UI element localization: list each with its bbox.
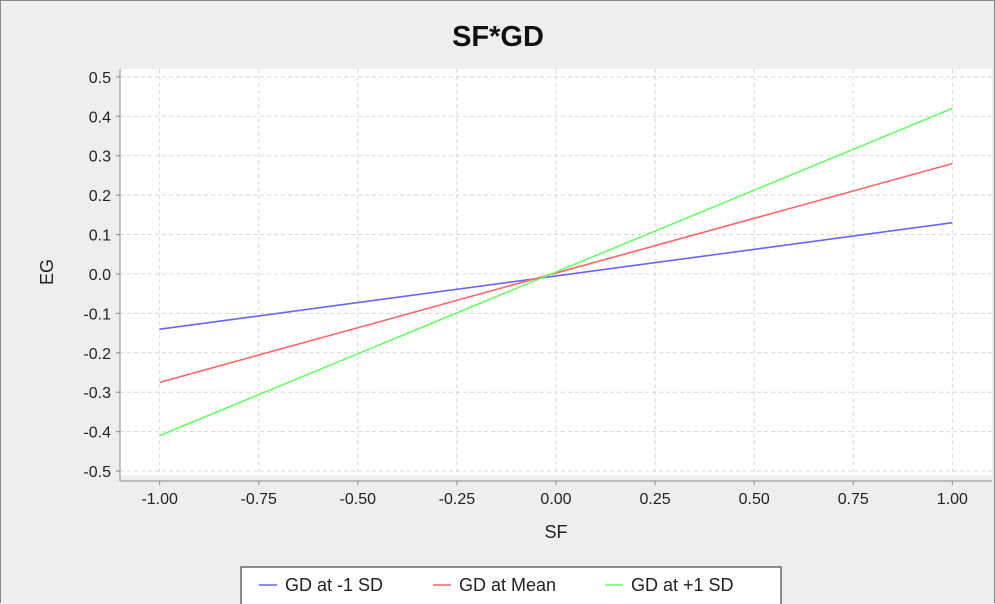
x-tick-label-6: 0.50 xyxy=(739,491,770,508)
tick-labels: 0.5 0.4 0.3 0.2 0.1 0.0 -0.1 -0.2 -0.3 -0.4 -0.5 -1… xyxy=(83,70,968,508)
series-line-2 xyxy=(159,107,953,437)
y-tick-label-7: -0.2 xyxy=(83,346,111,363)
y-tick-label-5: 0.0 xyxy=(89,267,111,284)
x-tick-label-1: -0.75 xyxy=(240,491,277,508)
legend-label-0: GD at -1 SD xyxy=(285,575,383,595)
y-tick-label-4: 0.1 xyxy=(89,228,111,245)
y-tick-label-0: 0.5 xyxy=(89,70,111,87)
series-lines xyxy=(159,107,953,437)
x-tick-label-0: -1.00 xyxy=(141,491,178,508)
chart-title: SF*GD xyxy=(452,21,544,53)
grid-lines xyxy=(120,69,992,475)
x-tick-label-7: 0.75 xyxy=(838,491,869,508)
y-tick-label-10: -0.5 xyxy=(83,464,111,481)
axes xyxy=(116,69,992,485)
y-tick-label-2: 0.3 xyxy=(89,149,111,166)
x-tick-label-4: 0.00 xyxy=(540,491,571,508)
series-line-0 xyxy=(159,221,953,330)
x-tick-label-2: -0.50 xyxy=(340,491,377,508)
x-tick-label-3: -0.25 xyxy=(439,491,476,508)
y-tick-label-6: -0.1 xyxy=(83,306,111,323)
y-tick-label-9: -0.4 xyxy=(83,425,111,442)
series-line-1 xyxy=(159,162,953,384)
x-axis-label: SF xyxy=(544,522,567,542)
legend-label-2: GD at +1 SD xyxy=(631,575,734,595)
legend: GD at -1 SD GD at Mean GD at +1 SD xyxy=(240,566,782,604)
x-tick-label-5: 0.25 xyxy=(640,491,671,508)
y-tick-label-1: 0.4 xyxy=(89,109,111,126)
legend-box xyxy=(240,566,782,604)
y-axis-label: EG xyxy=(37,259,57,285)
legend-label-1: GD at Mean xyxy=(459,575,556,595)
x-tick-label-8: 1.00 xyxy=(937,491,968,508)
y-tick-label-8: -0.3 xyxy=(83,385,111,402)
y-tick-label-3: 0.2 xyxy=(89,188,111,205)
